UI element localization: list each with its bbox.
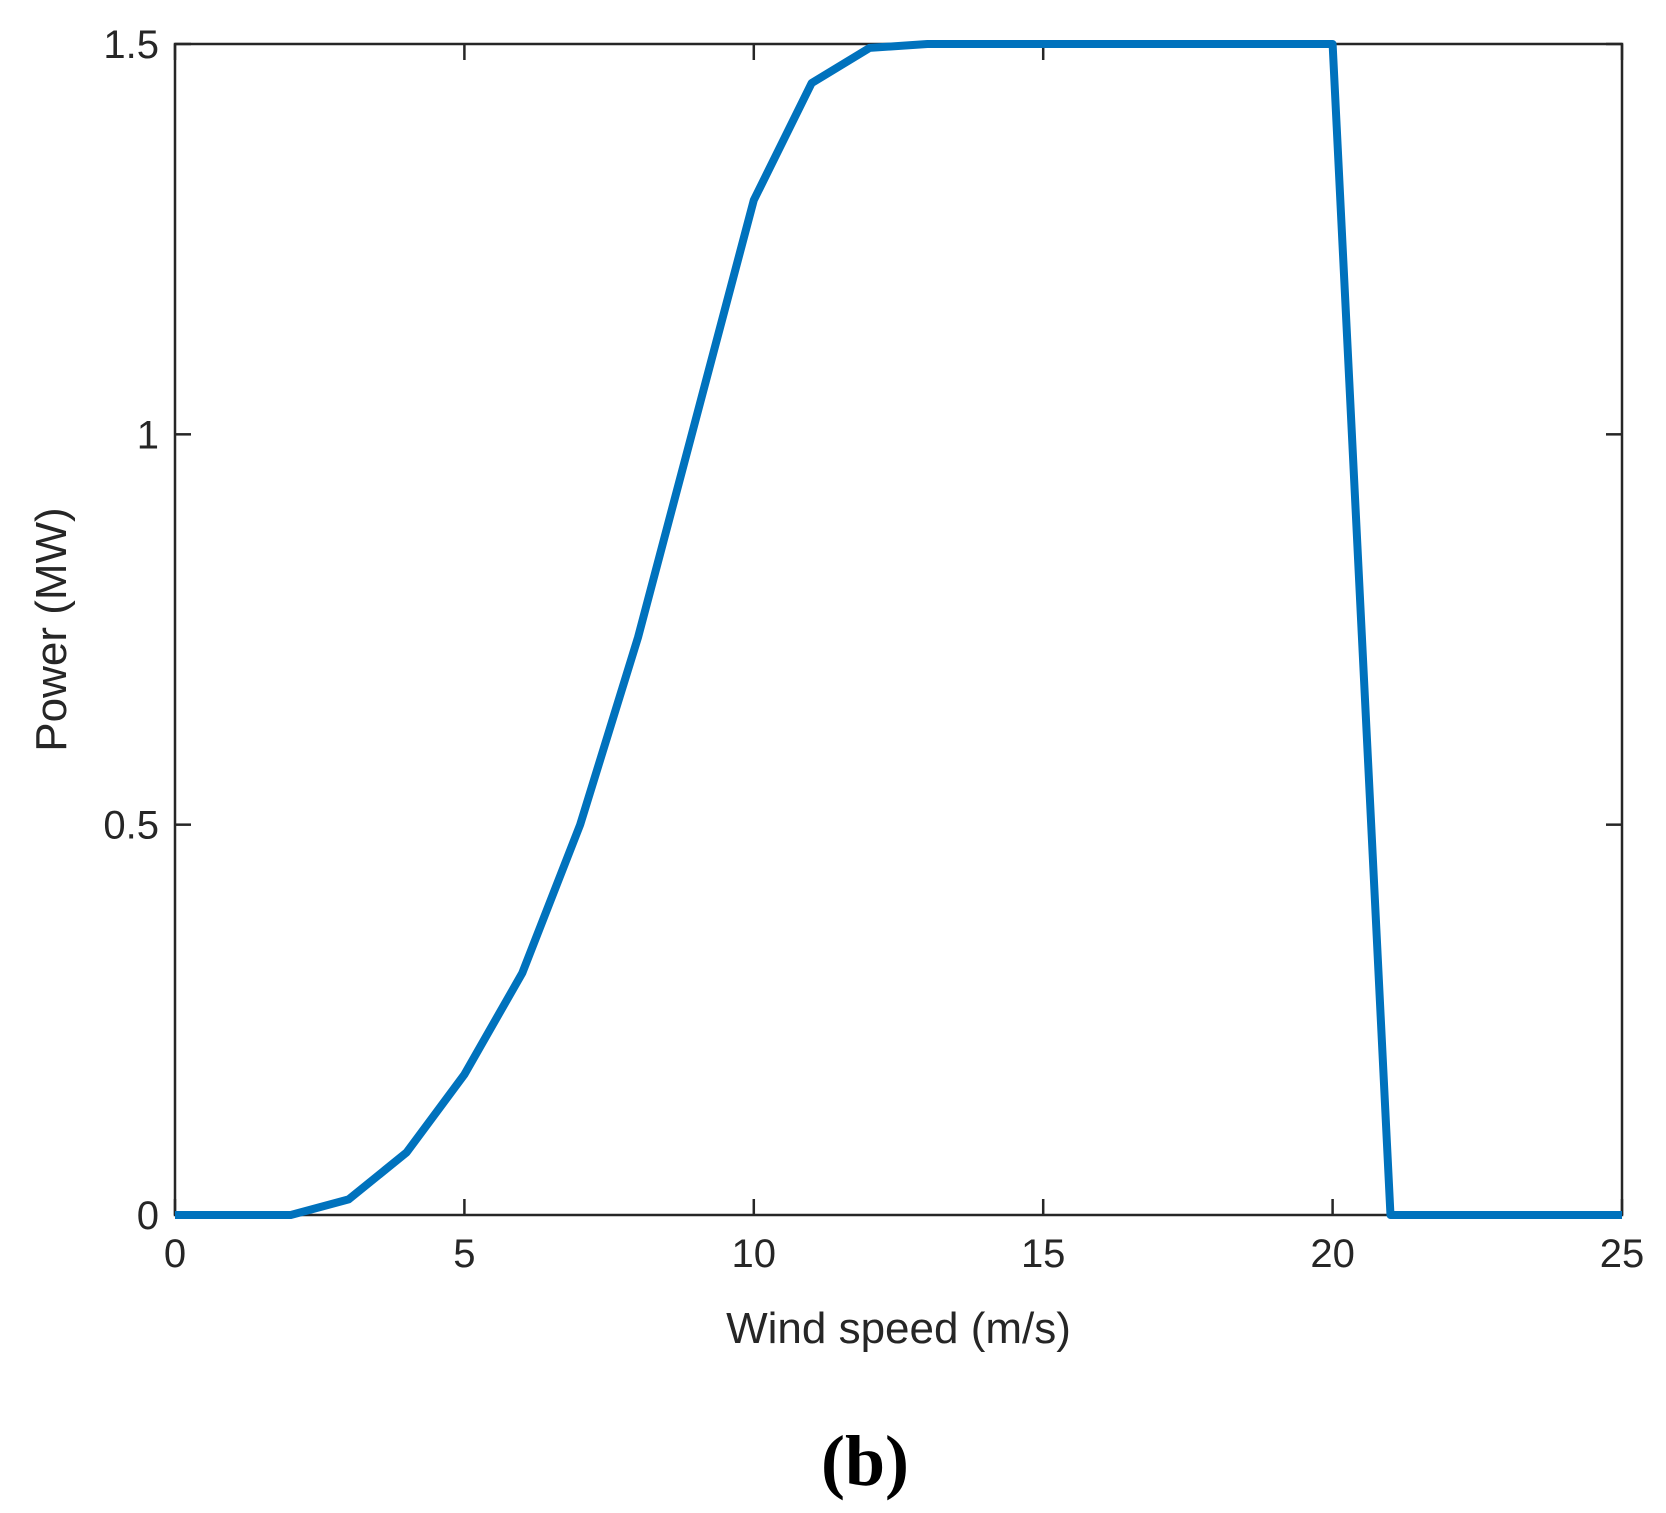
x-tick-label: 0 bbox=[164, 1232, 186, 1276]
plot-area bbox=[173, 42, 1624, 1217]
y-tick-label: 0.5 bbox=[103, 804, 159, 848]
y-axis-ticks: 0 0.5 1 1.5 bbox=[103, 23, 1622, 1238]
series-line bbox=[175, 40, 1622, 1219]
x-tick-label: 10 bbox=[732, 1232, 777, 1276]
plot-frame bbox=[173, 42, 1624, 1217]
series-layer bbox=[175, 40, 1622, 1219]
y-tick-label: 1 bbox=[137, 413, 159, 457]
x-axis-ticks: 0 5 10 15 20 25 bbox=[164, 44, 1644, 1276]
y-tick-label: 0 bbox=[137, 1194, 159, 1238]
x-tick-label: 5 bbox=[453, 1232, 475, 1276]
x-tick-label: 25 bbox=[1600, 1232, 1645, 1276]
y-tick-label: 1.5 bbox=[103, 23, 159, 67]
panel-label: (b) bbox=[821, 1421, 909, 1501]
x-tick-label: 20 bbox=[1310, 1232, 1355, 1276]
y-axis-label: Power (MW) bbox=[27, 507, 76, 751]
x-axis-label: Wind speed (m/s) bbox=[726, 1304, 1071, 1353]
x-tick-label: 15 bbox=[1021, 1232, 1066, 1276]
